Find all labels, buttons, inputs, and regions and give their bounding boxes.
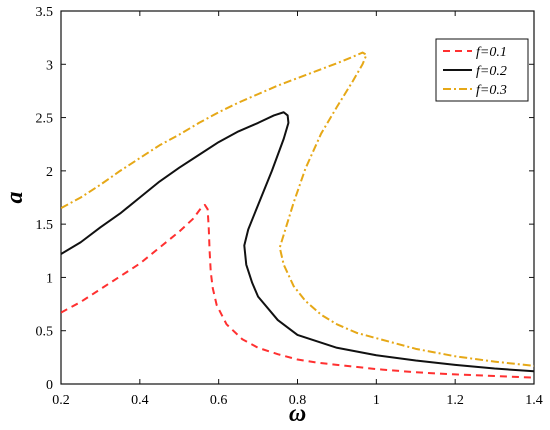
y-tick-label: 0 [46, 378, 53, 393]
y-tick-label: 0.5 [36, 325, 54, 340]
x-tick-label: 0.2 [52, 393, 70, 408]
series-line-f-0-2 [61, 111, 534, 373]
series-line-f-0-1 [61, 203, 534, 379]
y-tick-label: 1.5 [36, 218, 54, 233]
legend-label: f=0.2 [476, 64, 507, 79]
legend-label: f=0.3 [476, 83, 507, 98]
x-tick-label: 0.6 [210, 393, 228, 408]
legend-label: f=0.1 [476, 45, 507, 60]
y-tick-label: 2.5 [36, 112, 54, 127]
x-tick-label: 0.4 [131, 393, 149, 408]
x-tick-label: 1.4 [525, 393, 543, 408]
y-tick-label: 2 [46, 165, 53, 180]
y-tick-label: 1 [46, 271, 53, 286]
x-tick-label: 0.8 [289, 393, 307, 408]
x-axis-label: ω [289, 401, 306, 427]
y-tick-label: 3.5 [36, 5, 54, 20]
series-line-f-0-3 [61, 51, 534, 367]
x-tick-label: 1.2 [446, 393, 464, 408]
y-tick-label: 3 [46, 58, 53, 73]
y-axis-label: a [2, 192, 28, 204]
x-tick-label: 1 [373, 393, 380, 408]
